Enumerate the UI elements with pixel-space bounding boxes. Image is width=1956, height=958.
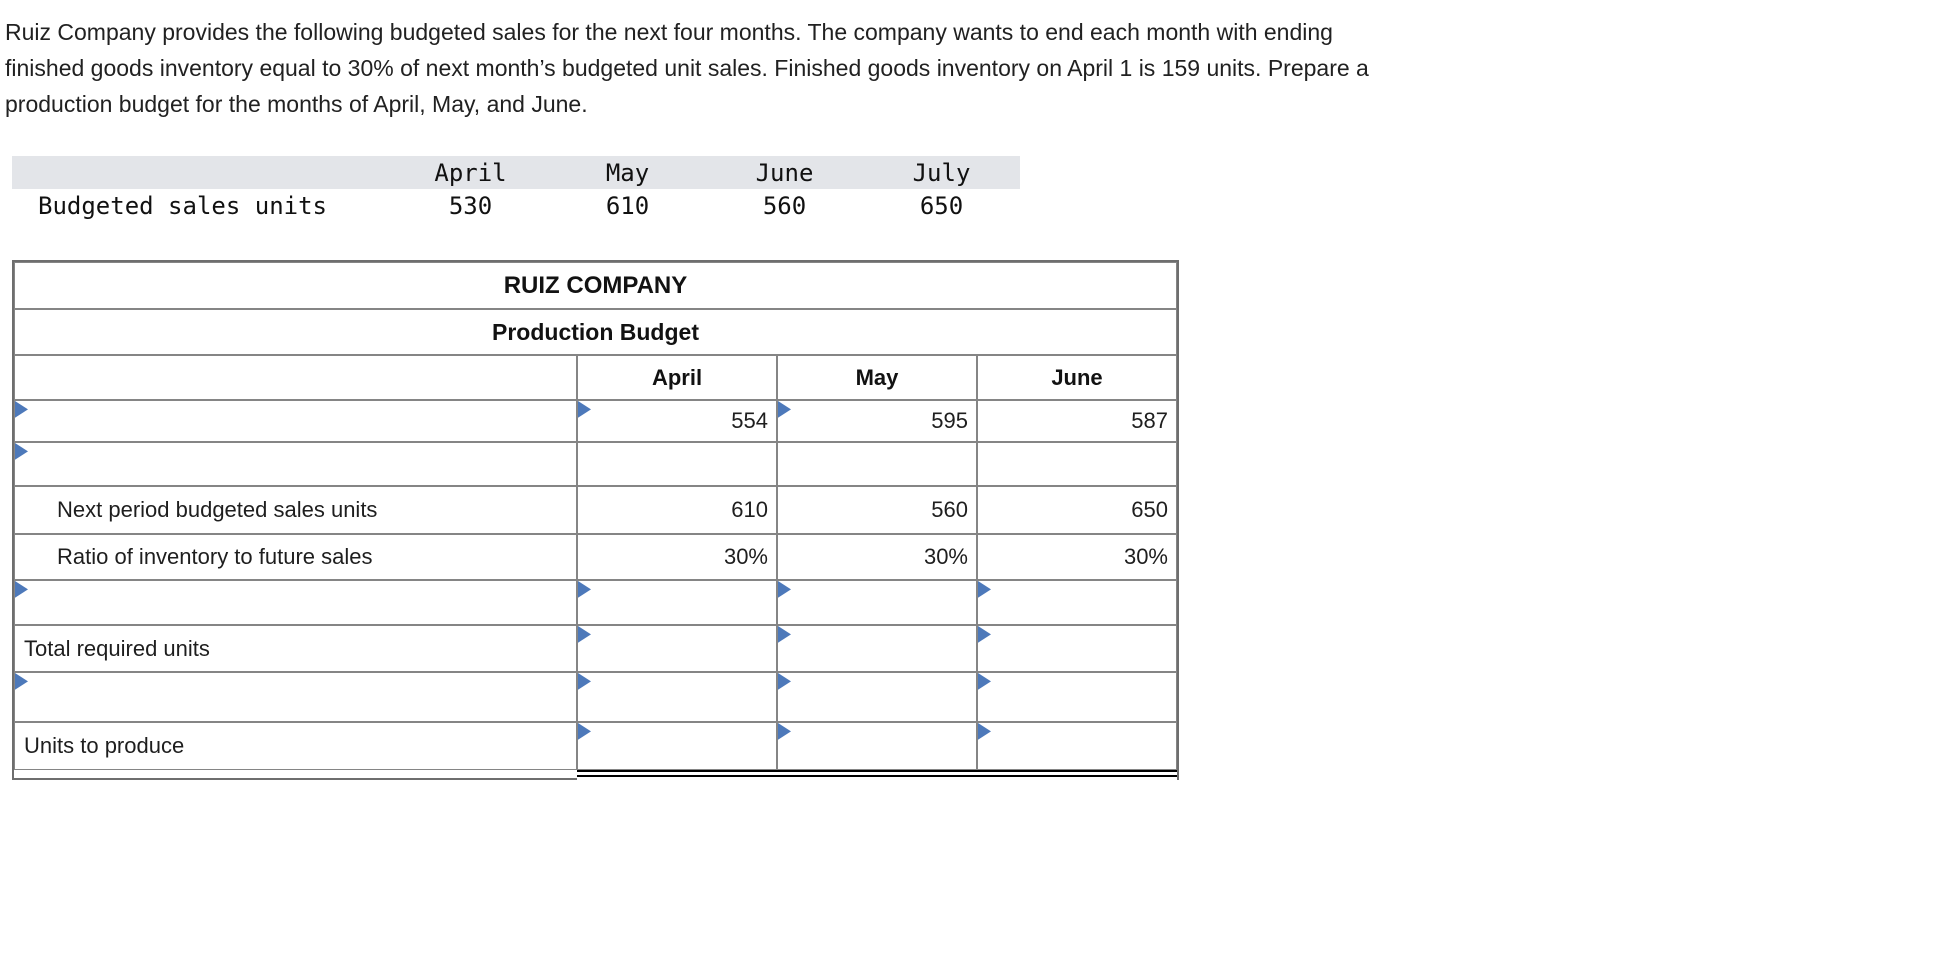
row2-may-cell [777,442,977,486]
row6-may-input[interactable] [777,625,977,672]
input-flag-icon [15,673,28,690]
row5-june-input[interactable] [977,580,1177,625]
sales-value-july: 650 [919,191,964,220]
row3-may-value: 560 [777,486,977,534]
column-header-row: April May June [14,355,1177,400]
total-underline-row [14,770,1177,780]
table-row: Total required units [14,625,1177,672]
sales-data-row: Budgeted sales units 530 610 560 650 [12,189,1020,222]
company-title: RUIZ COMPANY [14,262,1177,309]
row4-may-value: 30% [777,534,977,580]
input-flag-icon [778,401,791,418]
double-underline [577,770,777,780]
table-row [14,442,1177,486]
column-header-june: June [977,355,1177,400]
row4-label: Ratio of inventory to future sales [14,534,577,580]
sales-header-row: April May June July [12,156,1020,189]
row8-june-input[interactable] [977,722,1177,770]
input-flag-icon [578,401,591,418]
sales-col-july: July [863,156,1020,189]
problem-text-line: production budget for the months of Apri… [5,91,588,117]
cell-text: 587 [1131,408,1168,433]
row2-label-input[interactable] [14,442,577,486]
row3-label: Next period budgeted sales units [14,486,577,534]
input-flag-icon [978,626,991,643]
row8-label: Units to produce [14,722,577,770]
sales-value-june: 560 [762,191,807,220]
sales-value-april: 530 [448,191,493,220]
table-row: Next period budgeted sales units 610 560… [14,486,1177,534]
sales-header-spacer [12,156,392,189]
column-header-april: April [577,355,777,400]
row4-april-value: 30% [577,534,777,580]
table-row [14,580,1177,625]
input-flag-icon [578,581,591,598]
column-header-may: May [777,355,977,400]
row8-may-input[interactable] [777,722,977,770]
row1-may-input[interactable]: 595 [777,400,977,442]
row7-may-input[interactable] [777,672,977,722]
input-flag-icon [778,581,791,598]
table-row: Ratio of inventory to future sales 30% 3… [14,534,1177,580]
row2-june-cell [977,442,1177,486]
sales-value-may: 610 [605,191,650,220]
page: Ruiz Company provides the following budg… [0,14,1956,780]
underline-spacer [14,770,577,780]
input-flag-icon [778,723,791,740]
row4-june-value: 30% [977,534,1177,580]
row7-april-input[interactable] [577,672,777,722]
cell-text: 554 [731,408,768,433]
input-flag-icon [15,443,28,460]
row7-june-input[interactable] [977,672,1177,722]
row1-label-input[interactable] [14,400,577,442]
table-title-row: RUIZ COMPANY [14,262,1177,309]
row5-label-input[interactable] [14,580,577,625]
column-header-spacer [14,355,577,400]
row6-june-input[interactable] [977,625,1177,672]
sales-col-may: May [549,156,706,189]
row3-june-value: 650 [977,486,1177,534]
input-flag-icon [778,673,791,690]
input-flag-icon [15,401,28,418]
row2-april-cell [577,442,777,486]
problem-statement: Ruiz Company provides the following budg… [5,14,1956,122]
input-flag-icon [978,673,991,690]
row7-label-input[interactable] [14,672,577,722]
row5-may-input[interactable] [777,580,977,625]
table-row [14,672,1177,722]
problem-text-line: finished goods inventory equal to 30% of… [5,55,1369,81]
input-flag-icon [978,723,991,740]
sales-col-june: June [706,156,863,189]
sales-row-label: Budgeted sales units [38,191,327,220]
input-flag-icon [978,581,991,598]
table-row: 554 595 587 [14,400,1177,442]
production-budget-table: RUIZ COMPANY Production Budget April May… [12,260,1179,780]
sales-col-april: April [392,156,549,189]
row6-april-input[interactable] [577,625,777,672]
input-flag-icon [15,581,28,598]
cell-text: 595 [931,408,968,433]
input-flag-icon [578,723,591,740]
double-underline [977,770,1177,780]
row8-april-input[interactable] [577,722,777,770]
double-underline [777,770,977,780]
input-flag-icon [578,626,591,643]
input-flag-icon [578,673,591,690]
input-flag-icon [778,626,791,643]
row1-april-input[interactable]: 554 [577,400,777,442]
budgeted-sales-table: April May June July Budgeted sales units… [12,156,1020,222]
row6-label: Total required units [14,625,577,672]
row5-april-input[interactable] [577,580,777,625]
table-row: Units to produce [14,722,1177,770]
row3-april-value: 610 [577,486,777,534]
row1-june-selected-input[interactable]: 587 [977,400,1177,442]
problem-text-line: Ruiz Company provides the following budg… [5,19,1333,45]
report-subtitle: Production Budget [14,309,1177,355]
table-subtitle-row: Production Budget [14,309,1177,355]
